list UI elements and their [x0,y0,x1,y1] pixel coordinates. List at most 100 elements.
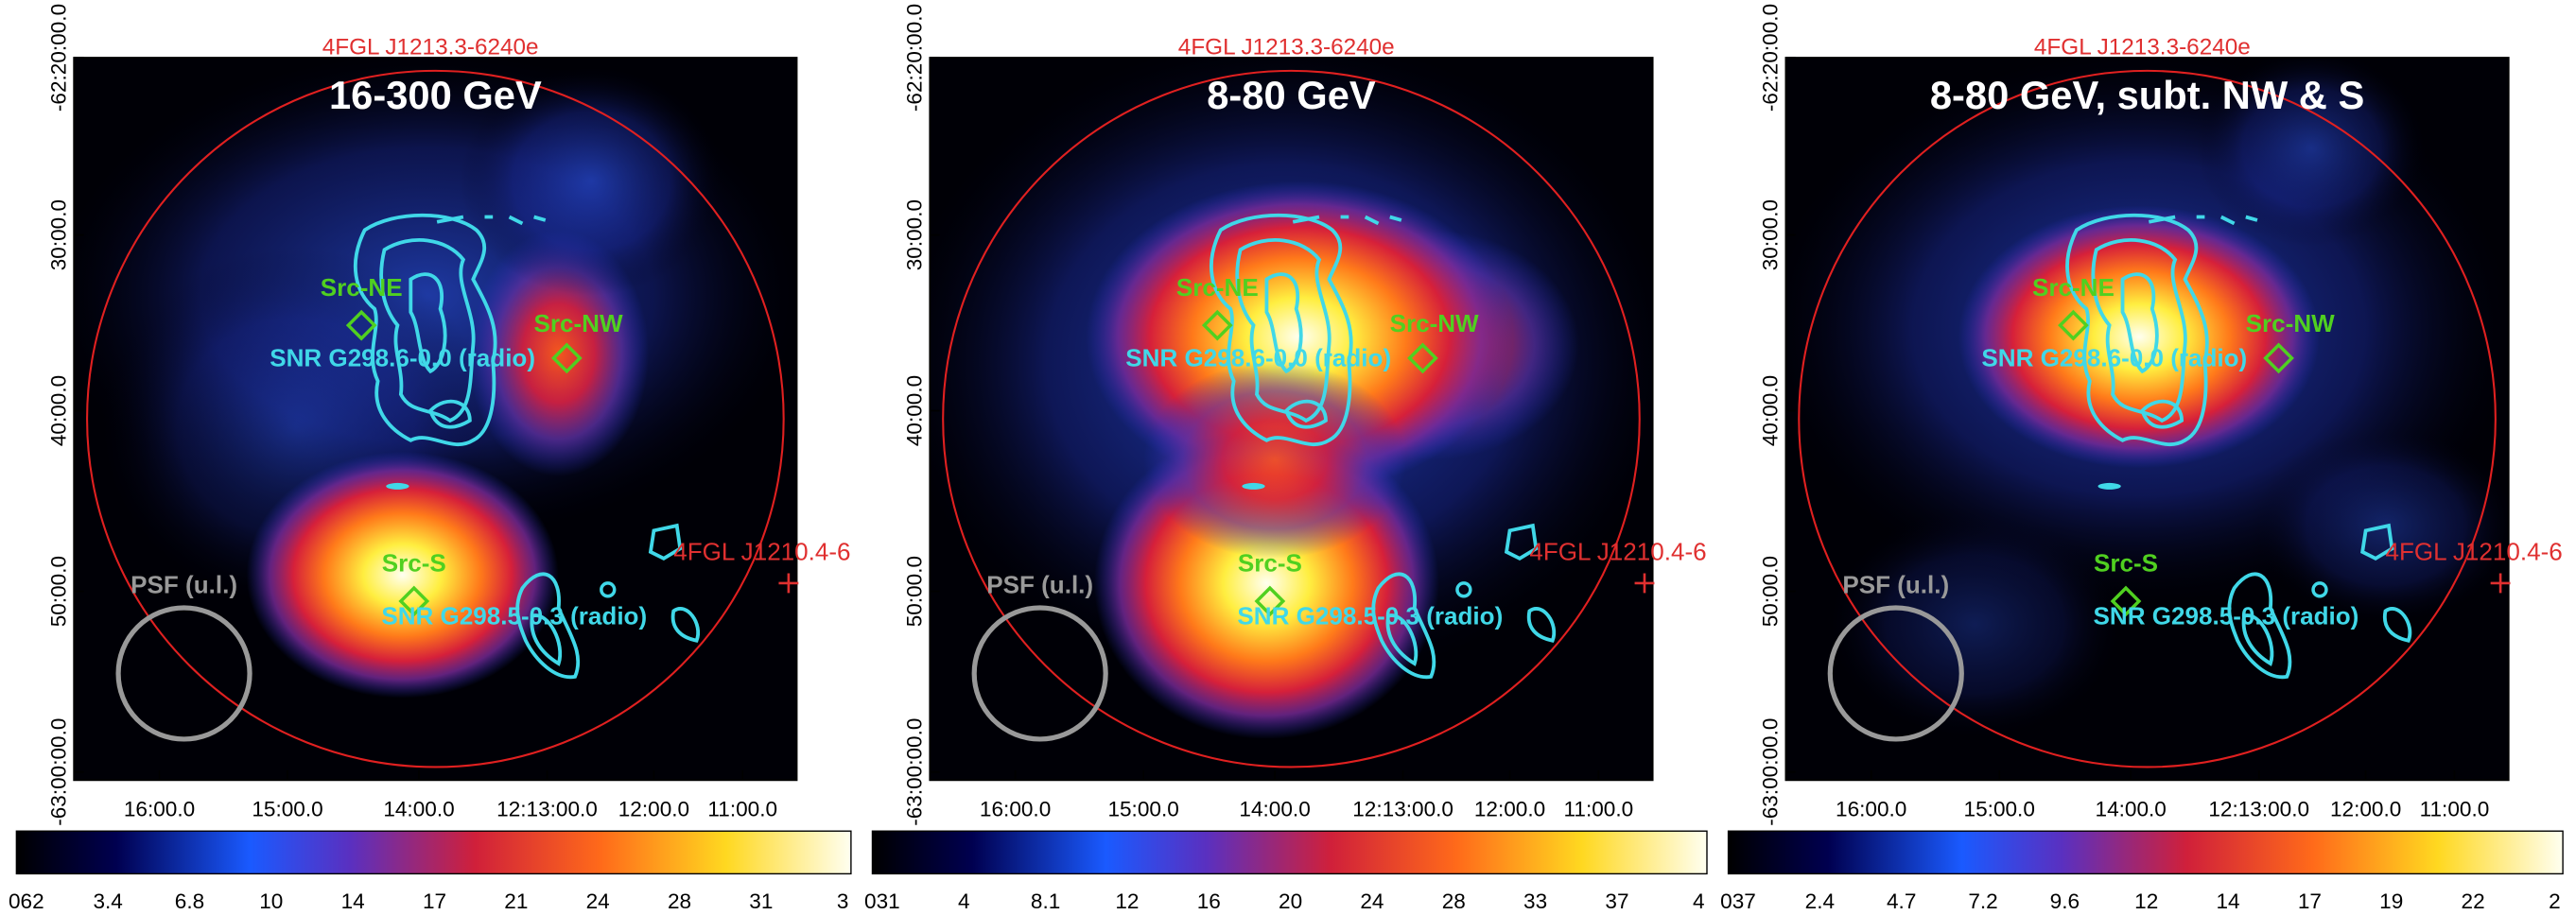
colorbar-label: 10 [259,889,283,913]
psf-label: PSF (u.l.) [1842,570,1949,598]
y-tick-label: 50:00.0 [903,556,927,627]
sky-map [74,57,797,781]
radio-contour [515,572,581,680]
radio-contour [353,213,497,447]
colorbar-label: 31 [749,889,773,913]
source-label: Src-S [1238,549,1302,578]
source-marker [345,309,377,341]
source-marker [398,585,430,617]
x-tick-label: 12:00.0 [1474,798,1545,821]
source-marker [1201,309,1233,341]
colorbar-label: 14 [341,889,365,913]
colorbar [871,830,1708,875]
source-marker [1407,342,1438,374]
radio-contour [1292,215,1402,226]
radio-contour [436,215,547,226]
source-label: Src-NW [1390,309,1479,337]
colorbar-label: 37 [1605,889,1628,913]
radio-contour [648,523,683,561]
y-tick-label: 50:00.0 [46,556,70,627]
y-tick-label: -63:00:00.0 [903,718,927,826]
x-tick-label: 11:00.0 [707,798,777,821]
roi-circle [1798,69,2497,768]
colorbar [15,830,852,875]
radio-contour [2227,572,2292,680]
fgl-label: 4FGL J1213.3-6240e [2034,35,2251,60]
intensity-blob [2196,57,2427,247]
fgl-label: 4FGL J1213.3-6240e [322,35,539,60]
colorbar-label: 20 [1279,889,1302,913]
sky-map [930,57,1653,781]
x-tick-label: 14:00.0 [2096,798,2167,821]
panel-title: 16-300 GeV [329,73,542,117]
source-label: Src-NE [1176,273,1259,302]
x-tick-label: 12:00.0 [618,798,689,821]
colorbar-label: 7.2 [1968,889,1997,913]
colorbar [1727,830,2564,875]
radio-contour [1242,482,1265,490]
x-tick-label: 12:00.0 [2330,798,2401,821]
roi-circle [86,69,785,768]
colorbar-label: 9.6 [2050,889,2080,913]
fgl-marker [1634,573,1655,594]
radio-contour [2097,482,2121,490]
panel-title: 8-80 GeV [1207,73,1376,117]
y-tick-label: 40:00.0 [1759,375,1783,446]
radio-contour [1371,572,1436,680]
x-tick-label: 15:00.0 [1107,798,1178,821]
colorbar-label: 4 [1693,889,1705,913]
radio-contour [2382,607,2412,643]
x-tick-label: 14:00.0 [1239,798,1310,821]
x-tick-label: 16:00.0 [980,798,1051,821]
psf-circle [1827,605,1964,742]
panel: 4FGL J1213.3-6240e 4FGL J1210.4-6 Src-NE Sr… [9,4,852,913]
roi-circle [942,69,1641,768]
x-tick-label: 15:00.0 [252,798,322,821]
radio-contour [530,613,563,666]
y-tick-label: -63:00:00.0 [1759,718,1783,826]
intensity-blob [1143,361,1407,559]
radio-contour [1235,237,1332,423]
colorbar-label: 8.1 [1031,889,1060,913]
psf-circle [971,605,1108,742]
x-tick-label: 12:13:00.0 [2208,798,2309,821]
snr-label: SNR G298.6-0.0 (radio) [1125,344,1391,372]
colorbar-label: 4.7 [1887,889,1916,913]
radio-contour [2091,237,2187,423]
radio-contour [1455,581,1472,598]
snr-label: SNR G298.6-0.0 (radio) [270,344,535,372]
source-label: Src-S [382,549,446,578]
y-tick-label: -62:20:00.0 [1759,4,1783,112]
colorbar-label: 3 [837,889,849,913]
radio-contour [2311,581,2328,598]
source-marker [550,342,583,374]
colorbar-label: 12 [2134,889,2158,913]
fgl-label: 4FGL J1213.3-6240e [1178,35,1395,60]
intensity-blob [1826,509,2123,739]
sky-map [1785,57,2509,781]
map-frame [1784,57,2510,782]
panel: 4FGL J1213.3-6240e 4FGL J1210.4-6 Src-NE Sr… [1720,4,2564,913]
radio-contour [670,607,700,643]
colorbar-label: 062 [9,889,44,913]
y-tick-label: 30:00.0 [1759,199,1783,270]
colorbar-label: 17 [2298,889,2322,913]
colorbar-label: 22 [2462,889,2485,913]
x-tick-label: 12:13:00.0 [496,798,598,821]
fgl-label: 4FGL J1210.4-6 [2385,538,2562,566]
source-label: Src-NW [533,309,622,337]
snr-label: SNR G298.5-0.3 (radio) [1237,601,1503,630]
x-tick-label: 16:00.0 [1836,798,1906,821]
colorbar-label: 17 [423,889,446,913]
fgl-marker [2490,573,2511,594]
map-frame [73,57,798,782]
x-tick-label: 14:00.0 [383,798,454,821]
snr-label: SNR G298.6-0.0 (radio) [1981,344,2247,372]
colorbar-label: 28 [1442,889,1466,913]
y-tick-label: 30:00.0 [903,199,927,270]
radio-contour [2120,272,2159,374]
panel: 4FGL J1213.3-6240e 4FGL J1210.4-6 Src-NE Sr… [864,4,1708,913]
colorbar-label: 12 [1115,889,1139,913]
